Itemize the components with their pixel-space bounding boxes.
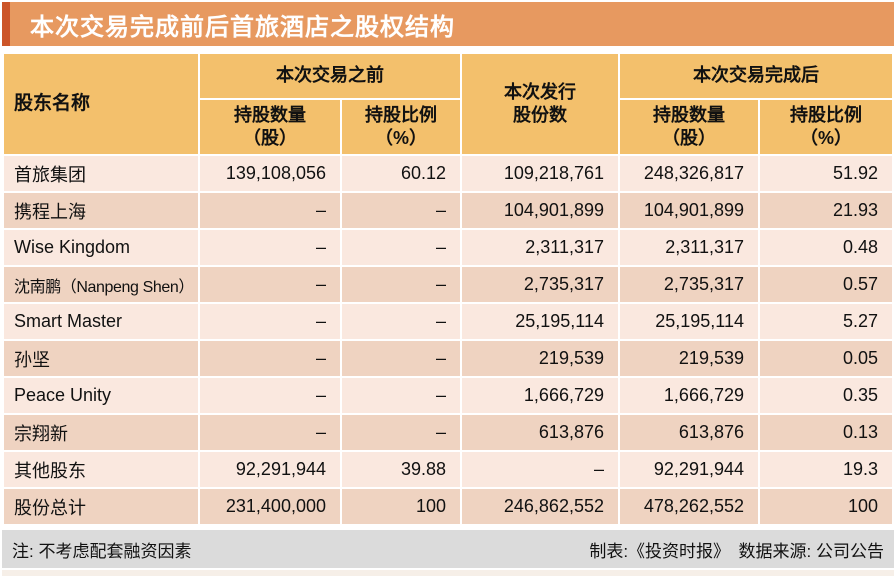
value-cell: 104,901,899: [462, 193, 618, 228]
value-cell: –: [342, 378, 460, 413]
value-cell: 39.88: [342, 452, 460, 487]
value-cell: –: [200, 304, 340, 339]
value-cell: 1,666,729: [620, 378, 758, 413]
value-cell: –: [200, 230, 340, 265]
value-cell: 0.57: [760, 267, 892, 302]
equity-table: 股东名称 本次交易之前 本次发行 股份数 本次交易完成后 持股数量 （股） 持股…: [2, 52, 894, 526]
value-cell: –: [342, 193, 460, 228]
value-cell: 478,262,552: [620, 489, 758, 524]
value-cell: 92,291,944: [200, 452, 340, 487]
page-title: 本次交易完成前后首旅酒店之股权结构: [30, 13, 455, 41]
table-row: 宗翔新 – –613,876 613,876 0.13: [4, 415, 892, 450]
shareholder-name-cell: 其他股东: [4, 452, 198, 487]
value-cell: –: [462, 452, 618, 487]
value-cell: 21.93: [760, 193, 892, 228]
value-cell: 0.05: [760, 341, 892, 376]
value-cell: 2,735,317: [462, 267, 618, 302]
table-row: 股份总计 231,400,000 100 246,862,552 478,262,552…: [4, 489, 892, 524]
table-row: 其他股东 92,291,944 39.88–92,291,944 19.3: [4, 452, 892, 487]
footer-credit: 制表:《投资时报》 数据来源: 公司公告: [589, 541, 884, 561]
value-cell: 5.27: [760, 304, 892, 339]
table-row: 携程上海 – –104,901,899 104,901,899 21.93: [4, 193, 892, 228]
value-cell: –: [342, 267, 460, 302]
value-cell: 100: [342, 489, 460, 524]
footer-bar: 注: 不考虑配套融资因素 制表:《投资时报》 数据来源: 公司公告: [2, 530, 894, 568]
shareholder-name-cell: Smart Master: [4, 304, 198, 339]
header-after-pct: 持股比例 （%）: [760, 100, 892, 154]
value-cell: 51.92: [760, 156, 892, 191]
shareholder-name-cell: 孙坚: [4, 341, 198, 376]
value-cell: 2,311,317: [462, 230, 618, 265]
value-cell: 2,735,317: [620, 267, 758, 302]
value-cell: 0.13: [760, 415, 892, 450]
value-cell: 0.35: [760, 378, 892, 413]
shareholder-name-cell: 宗翔新: [4, 415, 198, 450]
header-issued-shares: 本次发行 股份数: [462, 54, 618, 154]
value-cell: 613,876: [620, 415, 758, 450]
header-after-group: 本次交易完成后: [620, 54, 892, 98]
value-cell: 60.12: [342, 156, 460, 191]
value-cell: 219,539: [462, 341, 618, 376]
header-after-qty: 持股数量 （股）: [620, 100, 758, 154]
value-cell: 104,901,899: [620, 193, 758, 228]
table-row: Wise Kingdom – –2,311,317 2,311,317 0.48: [4, 230, 892, 265]
value-cell: 2,311,317: [620, 230, 758, 265]
title-accent-bar: [2, 2, 10, 46]
value-cell: 92,291,944: [620, 452, 758, 487]
value-cell: –: [200, 415, 340, 450]
shareholder-name-cell: 携程上海: [4, 193, 198, 228]
value-cell: 1,666,729: [462, 378, 618, 413]
table-row: Smart Master – –25,195,114 25,195,114 5.27: [4, 304, 892, 339]
shareholder-name-cell: 沈南鹏（Nanpeng Shen）: [4, 267, 198, 302]
value-cell: –: [342, 304, 460, 339]
value-cell: –: [342, 230, 460, 265]
value-cell: –: [200, 267, 340, 302]
bottom-strip: [2, 570, 894, 576]
value-cell: –: [342, 415, 460, 450]
shareholder-name-cell: Peace Unity: [4, 378, 198, 413]
title-bar: 本次交易完成前后首旅酒店之股权结构: [2, 2, 894, 46]
value-cell: 109,218,761: [462, 156, 618, 191]
header-before-qty: 持股数量 （股）: [200, 100, 340, 154]
shareholder-name-cell: 股份总计: [4, 489, 198, 524]
table-header: 股东名称 本次交易之前 本次发行 股份数 本次交易完成后 持股数量 （股） 持股…: [4, 54, 892, 154]
table-row: 孙坚 – –219,539 219,539 0.05: [4, 341, 892, 376]
value-cell: 231,400,000: [200, 489, 340, 524]
header-before-group: 本次交易之前: [200, 54, 460, 98]
table-row: Peace Unity – –1,666,729 1,666,729 0.35: [4, 378, 892, 413]
value-cell: 219,539: [620, 341, 758, 376]
table-row: 首旅集团 139,108,056 60.12 109,218,761 248,326,8…: [4, 156, 892, 191]
value-cell: 139,108,056: [200, 156, 340, 191]
table-body: 首旅集团 139,108,056 60.12 109,218,761 248,326,8…: [4, 156, 892, 524]
header-before-pct: 持股比例 （%）: [342, 100, 460, 154]
value-cell: –: [342, 341, 460, 376]
value-cell: 100: [760, 489, 892, 524]
value-cell: 25,195,114: [620, 304, 758, 339]
shareholder-name-cell: 首旅集团: [4, 156, 198, 191]
value-cell: 19.3: [760, 452, 892, 487]
table-row: 沈南鹏（Nanpeng Shen） – –2,735,317 2,735,317 0.5…: [4, 267, 892, 302]
value-cell: 0.48: [760, 230, 892, 265]
value-cell: –: [200, 193, 340, 228]
header-shareholder: 股东名称: [4, 54, 198, 154]
value-cell: –: [200, 341, 340, 376]
value-cell: 246,862,552: [462, 489, 618, 524]
value-cell: 25,195,114: [462, 304, 618, 339]
footer-note: 注: 不考虑配套融资因素: [12, 541, 192, 561]
value-cell: 613,876: [462, 415, 618, 450]
value-cell: 248,326,817: [620, 156, 758, 191]
value-cell: –: [200, 378, 340, 413]
shareholder-name-cell: Wise Kingdom: [4, 230, 198, 265]
